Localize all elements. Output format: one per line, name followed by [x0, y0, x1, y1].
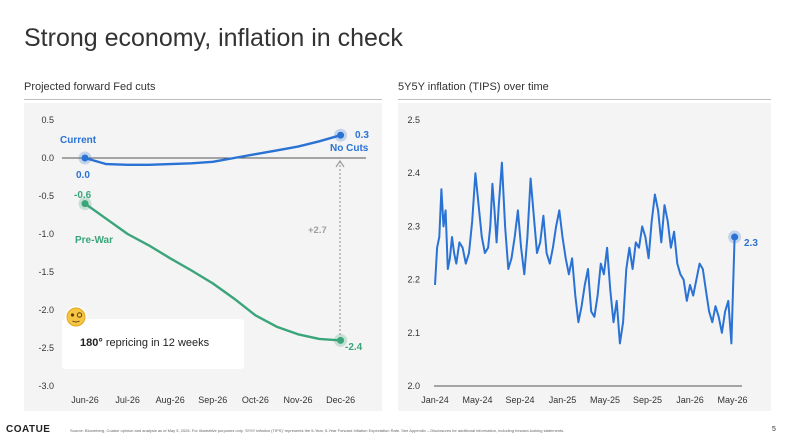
y-tick-label: 2.3 [407, 221, 420, 231]
y-tick-label: -2.5 [38, 343, 54, 353]
y-tick-label: 2.2 [407, 275, 420, 285]
tips-inflation-chart: 2.5 2.4 2.3 2.2 2.1 2.0 Jan-24 May-24 Sep-24 Jan-… [398, 103, 771, 411]
x-tick-label: Jun-26 [71, 395, 99, 405]
tips-end-label: 2.3 [744, 238, 758, 249]
no-cuts-label: No Cuts [330, 143, 369, 154]
y-tick-label: 2.0 [407, 381, 420, 391]
y-tick-label: 0.5 [41, 115, 54, 125]
gap-arrow-head [335, 159, 345, 168]
endpoint-marker [337, 131, 345, 139]
x-tick-label: Aug-26 [156, 395, 185, 405]
right-chart-title: 5Y5Y inflation (TIPS) over time [398, 81, 549, 93]
callout-strong: 180° [80, 337, 103, 349]
x-tick-label: Sep-25 [633, 395, 662, 405]
callout-rest: repricing in 12 weeks [103, 337, 210, 349]
y-tick-label: -2.0 [38, 305, 54, 315]
x-tick-label: Sep-24 [505, 395, 534, 405]
x-tick-label: Jan-25 [549, 395, 577, 405]
gap-label: +2.7 [308, 225, 327, 236]
current-start-label: 0.0 [76, 170, 90, 181]
endpoint-marker [337, 336, 345, 344]
series-line-current [84, 134, 341, 166]
left-title-divider [24, 99, 382, 100]
x-tick-label: May-26 [717, 395, 747, 405]
y-tick-label: -1.5 [38, 267, 54, 277]
left-chart-title: Projected forward Fed cuts [24, 81, 156, 93]
x-tick-label: Sep-26 [198, 395, 227, 405]
emoji-mouth [72, 320, 80, 323]
tips-series-line [434, 161, 736, 345]
callout-text: 180° repricing in 12 weeks [80, 337, 210, 349]
prewar-start-label: -0.6 [74, 190, 92, 201]
endpoint-marker [731, 233, 739, 241]
prewar-end-label: -2.4 [345, 342, 363, 353]
series-line-pre-war [84, 202, 341, 342]
fed-cuts-chart: 0.5 0.0 -0.5 -1.0 -1.5 -2.0 -2.5 -3.0 Jun-26 Jul-… [24, 103, 382, 411]
current-series-name: Current [60, 135, 97, 146]
x-tick-label: May-25 [590, 395, 620, 405]
x-tick-label: Jul-26 [115, 395, 140, 405]
right-title-divider [398, 99, 771, 100]
thinking-face-icon [66, 307, 86, 327]
x-tick-label: Jan-24 [421, 395, 449, 405]
current-end-label: 0.3 [355, 130, 369, 141]
y-tick-label: 2.1 [407, 328, 420, 338]
x-tick-label: Jan-26 [676, 395, 704, 405]
prewar-series-name: Pre-War [75, 235, 113, 246]
y-tick-label: 2.4 [407, 168, 420, 178]
endpoint-marker [81, 154, 89, 162]
y-tick-label: -3.0 [38, 381, 54, 391]
x-tick-label: Oct-26 [242, 395, 269, 405]
fed-cuts-chart-svg: 0.5 0.0 -0.5 -1.0 -1.5 -2.0 -2.5 -3.0 Jun-26 Jul-… [38, 115, 369, 405]
x-tick-label: Dec-26 [326, 395, 355, 405]
x-tick-label: Nov-26 [283, 395, 312, 405]
y-tick-label: 0.0 [41, 153, 54, 163]
x-tick-label: May-24 [462, 395, 492, 405]
y-tick-label: -1.0 [38, 229, 54, 239]
coatue-logo: COATUE [6, 424, 51, 435]
page-title: Strong economy, inflation in check [24, 24, 403, 52]
page-number: 5 [772, 426, 776, 433]
callout-box [62, 319, 244, 369]
y-tick-label: 2.5 [407, 115, 420, 125]
endpoint-marker [81, 200, 89, 208]
emoji-eye-left [70, 313, 75, 317]
y-tick-label: -0.5 [38, 191, 54, 201]
emoji-monocle [76, 312, 83, 318]
footer-source: Source: Bloomberg, Coatue opinion and an… [70, 428, 565, 433]
